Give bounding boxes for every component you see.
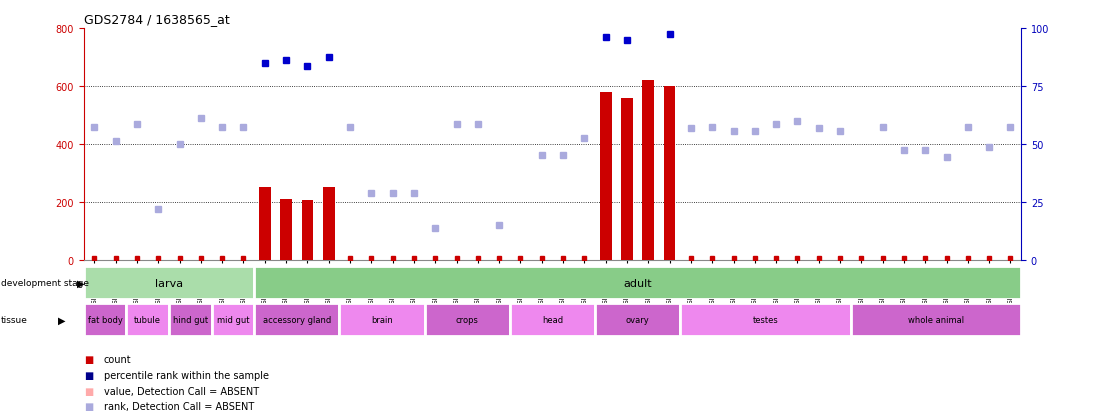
- Text: tissue: tissue: [1, 316, 28, 325]
- Bar: [510, 304, 595, 337]
- Text: percentile rank within the sample: percentile rank within the sample: [104, 370, 269, 380]
- Bar: [280, 199, 292, 260]
- Text: accessory gland: accessory gland: [262, 316, 330, 325]
- Text: rank, Detection Call = ABSENT: rank, Detection Call = ABSENT: [104, 401, 254, 411]
- Text: tubule: tubule: [134, 316, 161, 325]
- Text: fat body: fat body: [87, 316, 123, 325]
- Text: ■: ■: [84, 370, 93, 380]
- Text: brain: brain: [372, 316, 393, 325]
- Text: head: head: [542, 316, 562, 325]
- Bar: [424, 304, 510, 337]
- Bar: [126, 304, 169, 337]
- Bar: [212, 304, 254, 337]
- Bar: [84, 304, 126, 337]
- Bar: [323, 188, 335, 260]
- Text: testes: testes: [752, 316, 778, 325]
- Bar: [301, 201, 314, 260]
- Bar: [339, 304, 424, 337]
- Bar: [84, 266, 254, 299]
- Text: count: count: [104, 354, 132, 364]
- Text: adult: adult: [624, 278, 652, 288]
- Bar: [595, 304, 681, 337]
- Text: hind gut: hind gut: [173, 316, 208, 325]
- Bar: [850, 304, 1021, 337]
- Bar: [622, 98, 633, 260]
- Text: mid gut: mid gut: [217, 316, 249, 325]
- Text: GDS2784 / 1638565_at: GDS2784 / 1638565_at: [84, 13, 230, 26]
- Text: ▶: ▶: [58, 315, 66, 325]
- Text: ■: ■: [84, 401, 93, 411]
- Text: development stage: development stage: [1, 278, 89, 287]
- Text: larva: larva: [155, 278, 183, 288]
- Bar: [664, 87, 675, 260]
- Bar: [259, 188, 271, 260]
- Bar: [681, 304, 850, 337]
- Text: ■: ■: [84, 354, 93, 364]
- Text: ▶: ▶: [77, 278, 85, 288]
- Text: value, Detection Call = ABSENT: value, Detection Call = ABSENT: [104, 386, 259, 396]
- Text: crops: crops: [455, 316, 479, 325]
- Bar: [169, 304, 212, 337]
- Bar: [643, 81, 654, 260]
- Text: ■: ■: [84, 386, 93, 396]
- Bar: [254, 304, 339, 337]
- Text: whole animal: whole animal: [907, 316, 964, 325]
- Text: ovary: ovary: [626, 316, 650, 325]
- Bar: [599, 93, 612, 260]
- Bar: [254, 266, 1021, 299]
